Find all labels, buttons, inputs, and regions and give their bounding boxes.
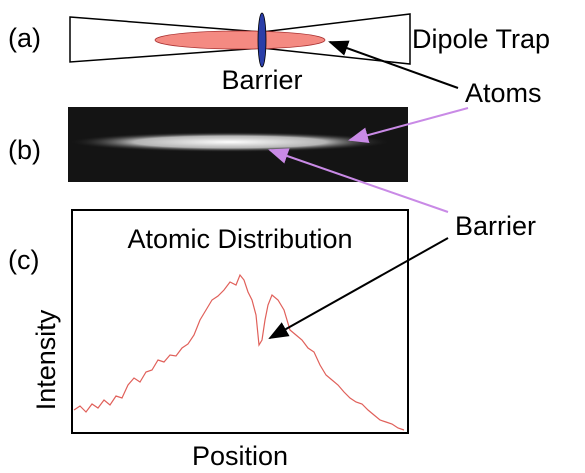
x-axis-label: Position <box>192 441 288 471</box>
panel-label: (a) <box>8 23 41 53</box>
arrow <box>268 237 449 339</box>
atoms-label: Atoms <box>465 78 542 108</box>
barrier-label: Barrier <box>221 65 302 95</box>
panel-label: (c) <box>8 245 39 275</box>
trap-label: Dipole Trap <box>412 24 550 54</box>
plot-frame <box>71 209 409 434</box>
y-axis-label: Intensity <box>31 309 61 410</box>
arrow <box>328 40 459 89</box>
plot-title: Atomic Distribution <box>127 224 352 254</box>
intensity-curve <box>73 273 405 431</box>
barrier-label: Barrier <box>455 211 536 241</box>
atom-image <box>70 132 390 152</box>
atom-cloud <box>154 30 326 50</box>
panel-label: (b) <box>8 135 41 165</box>
arrow <box>268 148 449 213</box>
barrier-beam <box>257 12 267 68</box>
arrow <box>348 107 469 144</box>
